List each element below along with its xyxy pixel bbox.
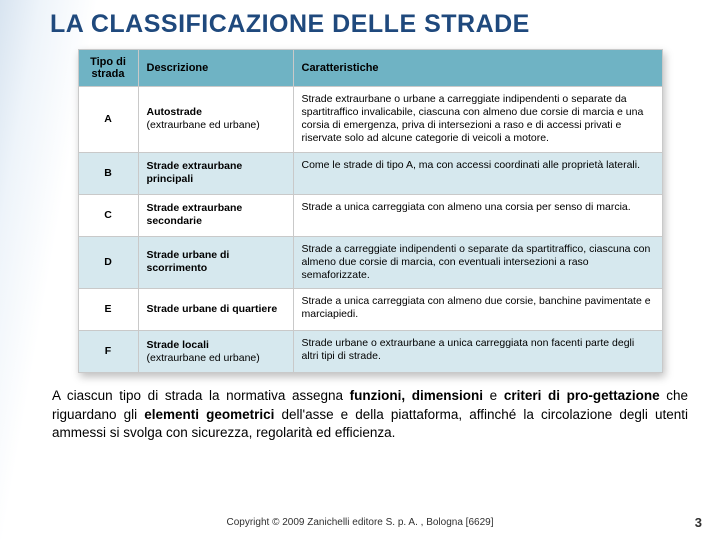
cell-descrizione: Strade urbane di quartiere — [138, 289, 293, 331]
classification-table: Tipo di strada Descrizione Caratteristic… — [78, 49, 663, 373]
cell-descrizione: Strade locali(extraurbane ed urbane) — [138, 331, 293, 373]
cell-tipo: C — [78, 194, 138, 236]
cell-tipo: B — [78, 152, 138, 194]
cell-tipo: F — [78, 331, 138, 373]
cell-caratteristiche: Strade a unica carreggiata con almeno un… — [293, 194, 662, 236]
table-row: DStrade urbane di scorrimentoStrade a ca… — [78, 236, 662, 288]
cell-tipo: E — [78, 289, 138, 331]
cell-tipo: A — [78, 87, 138, 153]
cell-caratteristiche: Strade a carreggiate indipendenti o sepa… — [293, 236, 662, 288]
caption-bold: criteri di pro-gettazione — [504, 388, 660, 403]
col-car: Caratteristiche — [293, 50, 662, 87]
caption-bold: funzioni, dimensioni — [350, 388, 483, 403]
cell-descrizione: Strade extraurbane secondarie — [138, 194, 293, 236]
cell-descrizione-sub: (extraurbane ed urbane) — [147, 119, 285, 132]
cell-tipo: D — [78, 236, 138, 288]
cell-caratteristiche: Strade urbane o extraurbane a unica carr… — [293, 331, 662, 373]
table-row: FStrade locali(extraurbane ed urbane)Str… — [78, 331, 662, 373]
table-row: EStrade urbane di quartiereStrade a unic… — [78, 289, 662, 331]
slide: LA CLASSIFICAZIONE DELLE STRADE Tipo di … — [0, 0, 720, 540]
table-header-row: Tipo di strada Descrizione Caratteristic… — [78, 50, 662, 87]
table-row: AAutostrade(extraurbane ed urbane)Strade… — [78, 87, 662, 153]
cell-descrizione: Autostrade(extraurbane ed urbane) — [138, 87, 293, 153]
table-row: BStrade extraurbane principaliCome le st… — [78, 152, 662, 194]
cell-caratteristiche: Strade a unica carreggiata con almeno du… — [293, 289, 662, 331]
table-row: CStrade extraurbane secondarieStrade a u… — [78, 194, 662, 236]
cell-descrizione: Strade extraurbane principali — [138, 152, 293, 194]
caption-paragraph: A ciascun tipo di strada la normativa as… — [50, 387, 690, 442]
copyright-footer: Copyright © 2009 Zanichelli editore S. p… — [0, 517, 720, 528]
col-descr: Descrizione — [138, 50, 293, 87]
caption-text: e — [483, 388, 504, 403]
cell-descrizione-sub: (extraurbane ed urbane) — [147, 352, 285, 365]
caption-text: A ciascun tipo di strada la normativa as… — [52, 388, 350, 403]
cell-caratteristiche: Come le strade di tipo A, ma con accessi… — [293, 152, 662, 194]
cell-caratteristiche: Strade extraurbane o urbane a carreggiat… — [293, 87, 662, 153]
col-tipo: Tipo di strada — [78, 50, 138, 87]
slide-title: LA CLASSIFICAZIONE DELLE STRADE — [50, 10, 690, 39]
caption-bold: elementi geometrici — [144, 407, 274, 422]
cell-descrizione: Strade urbane di scorrimento — [138, 236, 293, 288]
page-number: 3 — [695, 515, 702, 530]
classification-table-wrap: Tipo di strada Descrizione Caratteristic… — [78, 49, 663, 373]
